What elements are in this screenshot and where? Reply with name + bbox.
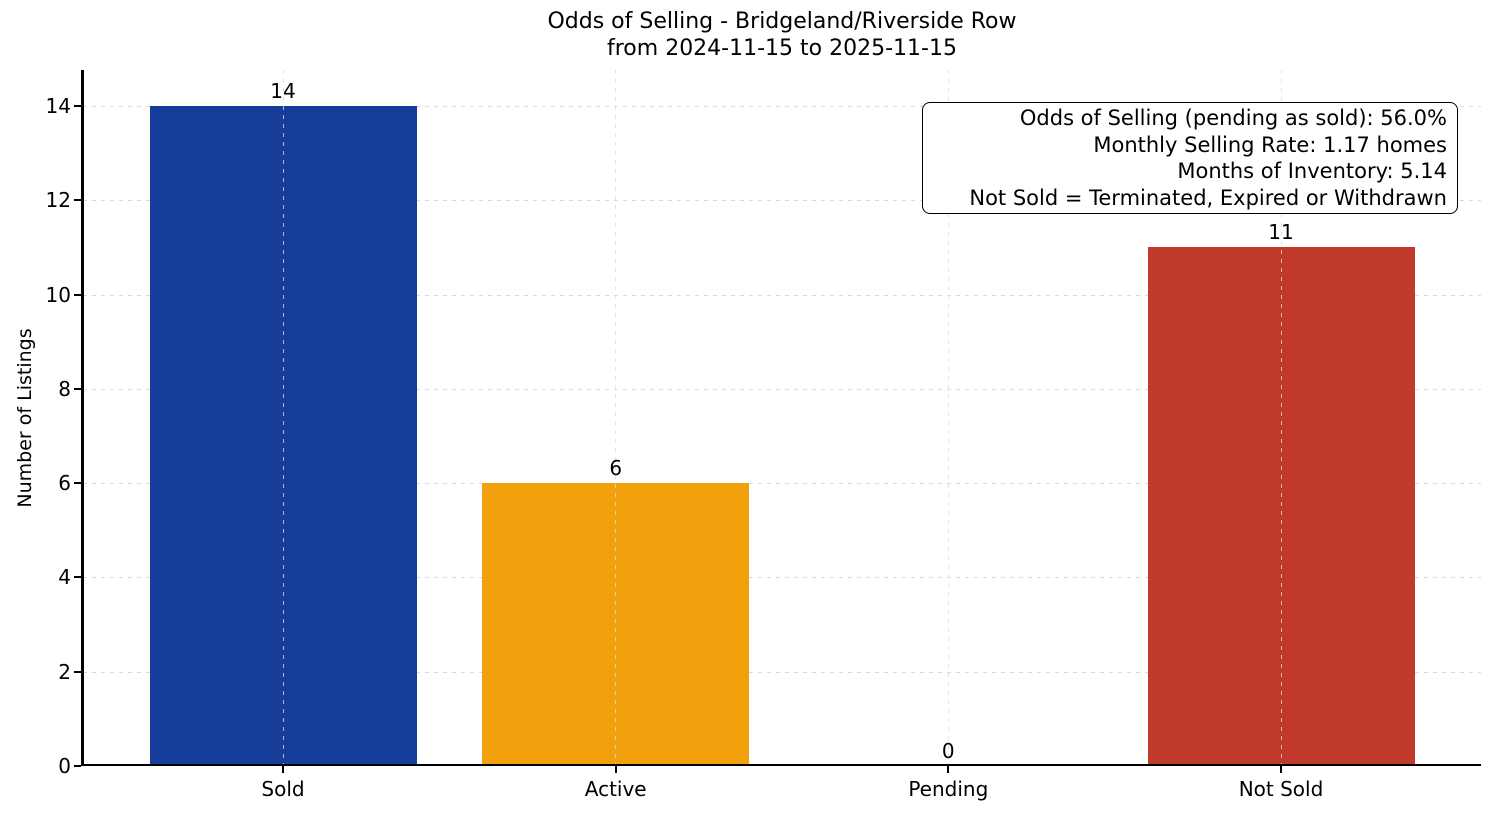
y-tick-label: 14 bbox=[45, 93, 71, 118]
y-tick-label: 4 bbox=[58, 565, 71, 590]
y-tick-mark bbox=[74, 387, 81, 390]
y-axis-line bbox=[81, 70, 84, 766]
gridline-horizontal bbox=[83, 388, 1481, 390]
gridline-vertical bbox=[947, 70, 949, 766]
y-tick-mark bbox=[74, 104, 81, 107]
chart-title-block: Odds of Selling - Bridgeland/Riverside R… bbox=[83, 8, 1481, 62]
annotation-line-not-sold-def: Not Sold = Terminated, Expired or Withdr… bbox=[969, 185, 1447, 210]
annotation-line-monthly-rate: Monthly Selling Rate: 1.17 homes bbox=[1093, 132, 1447, 157]
chart-title: Odds of Selling - Bridgeland/Riverside R… bbox=[547, 9, 1017, 34]
gridline-horizontal bbox=[83, 105, 1481, 107]
bar-value-label: 0 bbox=[941, 739, 955, 763]
y-tick-mark bbox=[74, 765, 81, 767]
gridline-horizontal bbox=[83, 200, 1481, 202]
x-tick-mark bbox=[282, 766, 284, 773]
gridline-vertical bbox=[1280, 70, 1282, 766]
y-tick-label: 12 bbox=[45, 188, 71, 213]
y-tick-label: 6 bbox=[58, 471, 71, 496]
x-tick-mark bbox=[614, 766, 617, 773]
y-tick-mark bbox=[74, 293, 81, 296]
y-tick-mark bbox=[74, 670, 81, 673]
plot-area: 14 6 0 11 bbox=[83, 70, 1481, 766]
y-tick-mark bbox=[74, 199, 81, 202]
bar-value-label: 14 bbox=[270, 79, 296, 103]
bar-value-label: 11 bbox=[1268, 220, 1294, 245]
x-axis-line bbox=[81, 763, 1481, 766]
gridline-horizontal bbox=[83, 483, 1481, 485]
y-tick-label: 10 bbox=[45, 282, 71, 307]
chart-subtitle: from 2024-11-15 to 2025-11-15 bbox=[607, 36, 957, 61]
annotation-line-inventory: Months of Inventory: 5.14 bbox=[1177, 159, 1447, 183]
y-tick-label: 0 bbox=[58, 754, 71, 778]
x-tick-mark bbox=[947, 766, 950, 773]
x-tick-mark bbox=[1280, 766, 1282, 773]
y-tick-label: 8 bbox=[58, 376, 71, 401]
gridline-horizontal bbox=[83, 577, 1481, 579]
stats-annotation-box: Odds of Selling (pending as sold): 56.0%… bbox=[922, 102, 1458, 214]
gridline-vertical bbox=[615, 70, 617, 766]
x-tick-label: Sold bbox=[261, 777, 305, 801]
x-tick-label: Pending bbox=[908, 777, 989, 801]
gridline-vertical bbox=[282, 70, 284, 766]
y-tick-mark bbox=[74, 482, 81, 485]
annotation-line-odds: Odds of Selling (pending as sold): 56.0% bbox=[1019, 106, 1447, 130]
x-tick-label: Not Sold bbox=[1238, 777, 1324, 801]
gridline-horizontal bbox=[83, 671, 1481, 673]
gridline-horizontal bbox=[83, 294, 1481, 296]
bar-value-label: 6 bbox=[609, 456, 623, 481]
x-tick-label: Active bbox=[584, 777, 647, 801]
y-tick-label: 2 bbox=[58, 659, 71, 684]
y-tick-mark bbox=[74, 576, 81, 579]
